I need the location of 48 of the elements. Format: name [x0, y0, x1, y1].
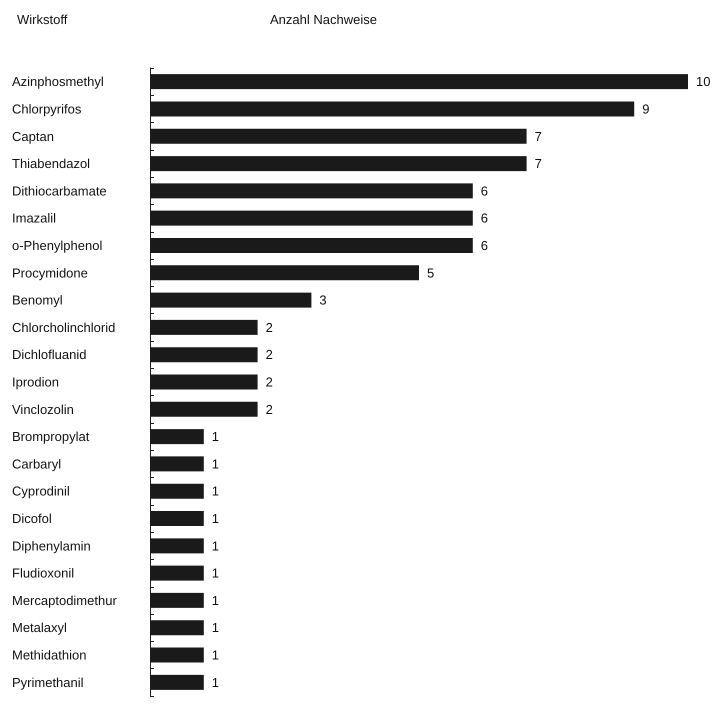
data-label: 1: [212, 511, 220, 526]
data-label: 10: [696, 74, 710, 90]
y-tick-label: Chlorpyrifos: [12, 101, 82, 116]
data-label: 2: [266, 374, 273, 390]
y-tick-label: Brompropylat: [12, 429, 90, 444]
data-label: 5: [427, 265, 434, 280]
y-axis-title: Wirkstoff: [17, 12, 68, 27]
data-label: 2: [266, 347, 273, 362]
data-label: 1: [212, 648, 220, 663]
y-tick-label: Iprodion: [12, 374, 59, 390]
y-tick-label: Procymidone: [12, 265, 88, 280]
data-label: 1: [212, 429, 220, 444]
data-label: 6: [480, 183, 488, 198]
data-label: 3: [319, 292, 327, 308]
data-label: 1: [212, 456, 220, 472]
y-tick-label: Vinclozolin: [12, 402, 74, 417]
y-tick-label: Dichlofluanid: [12, 347, 86, 362]
y-tick-label: Fludioxonil: [12, 566, 74, 581]
data-label: 6: [480, 238, 488, 253]
y-tick-label: Diphenylamin: [12, 538, 91, 554]
y-tick-label: Metalaxyl: [12, 620, 68, 636]
data-label: 1: [212, 592, 220, 608]
data-label: 2: [266, 402, 273, 417]
data-label: 1: [212, 674, 220, 690]
y-tick-label: Imazalil: [12, 210, 56, 226]
y-tick-label: Thiabendazol: [12, 156, 90, 172]
y-tick-label: Captan: [12, 128, 54, 144]
data-label: 2: [266, 320, 273, 335]
x-axis-title: Anzahl Nachweise: [270, 12, 377, 27]
data-label: 7: [534, 156, 542, 172]
data-label: 1: [212, 484, 220, 499]
y-tick-label: Dithiocarbamate: [12, 183, 107, 198]
y-tick-label: Carbaryl: [12, 456, 62, 472]
y-tick-label: Methidathion: [12, 648, 86, 663]
y-tick-label: Benomyl: [12, 292, 63, 308]
data-label: 6: [480, 210, 488, 226]
y-tick-label: Dicofol: [12, 511, 52, 526]
y-tick-label: Chlorcholinchlorid: [12, 320, 116, 335]
y-tick-label: o-Phenylphenol: [12, 238, 102, 253]
data-label: 9: [642, 101, 650, 116]
y-tick-label: Cyprodinil: [12, 484, 70, 499]
data-label: 1: [212, 538, 220, 554]
data-label: 1: [212, 620, 220, 636]
y-tick-label: Pyrimethanil: [12, 674, 84, 690]
y-tick-label: Azinphosmethyl: [12, 74, 104, 90]
data-label: 1: [212, 566, 220, 581]
y-tick-label: Mercaptodimethur: [12, 592, 118, 608]
data-label: 7: [534, 128, 542, 144]
